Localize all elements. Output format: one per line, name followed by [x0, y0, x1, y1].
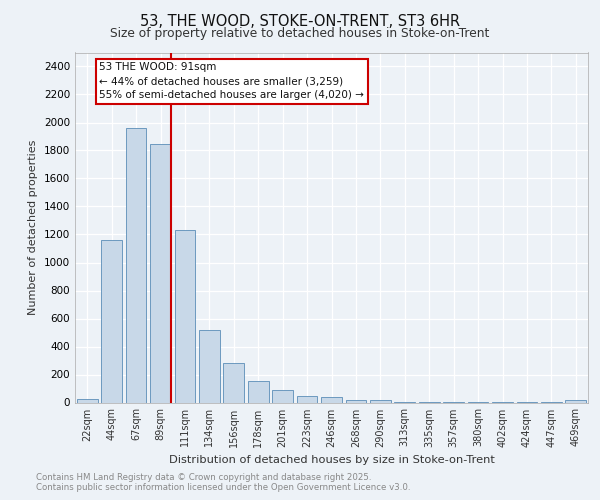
Text: Size of property relative to detached houses in Stoke-on-Trent: Size of property relative to detached ho…	[110, 28, 490, 40]
Bar	[248, 381, 269, 402]
Bar	[272, 390, 293, 402]
Text: Contains public sector information licensed under the Open Government Licence v3: Contains public sector information licen…	[36, 484, 410, 492]
Bar	[565, 400, 586, 402]
Bar	[101, 240, 122, 402]
Bar	[77, 399, 98, 402]
Bar	[346, 400, 367, 402]
Bar	[125, 128, 146, 402]
Bar	[223, 364, 244, 403]
Text: 53, THE WOOD, STOKE-ON-TRENT, ST3 6HR: 53, THE WOOD, STOKE-ON-TRENT, ST3 6HR	[140, 14, 460, 29]
Bar	[199, 330, 220, 402]
Y-axis label: Number of detached properties: Number of detached properties	[28, 140, 38, 315]
Text: 53 THE WOOD: 91sqm
← 44% of detached houses are smaller (3,259)
55% of semi-deta: 53 THE WOOD: 91sqm ← 44% of detached hou…	[100, 62, 364, 100]
Text: Contains HM Land Registry data © Crown copyright and database right 2025.: Contains HM Land Registry data © Crown c…	[36, 472, 371, 482]
Bar	[175, 230, 196, 402]
Bar	[296, 396, 317, 402]
X-axis label: Distribution of detached houses by size in Stoke-on-Trent: Distribution of detached houses by size …	[169, 455, 494, 465]
Bar	[370, 400, 391, 402]
Bar	[321, 397, 342, 402]
Bar	[150, 144, 171, 402]
